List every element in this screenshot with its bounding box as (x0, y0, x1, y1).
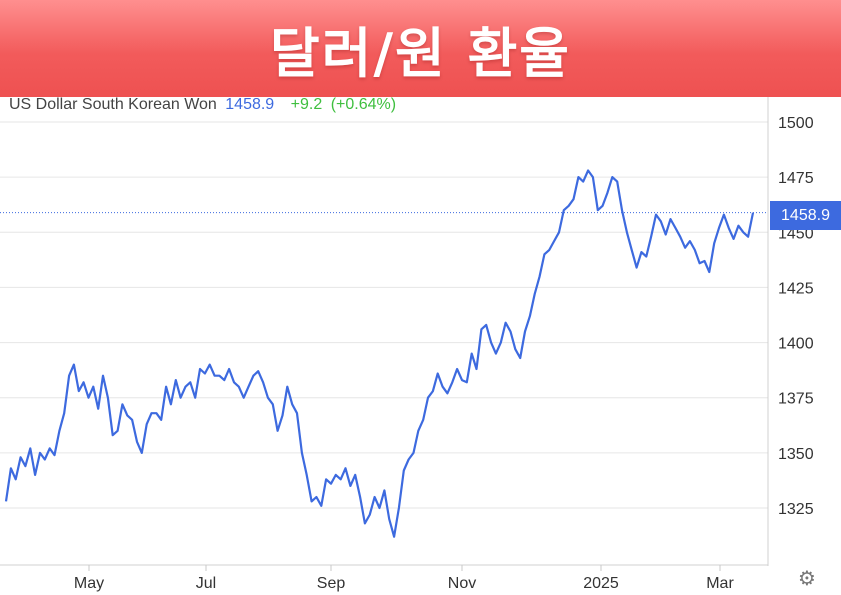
y-tick-label: 1375 (778, 391, 814, 408)
y-tick-label: 1325 (778, 501, 814, 518)
x-tick-label: Mar (706, 575, 734, 592)
last-price-label: 1458.9 (781, 206, 830, 224)
x-tick-label: Jul (196, 575, 216, 592)
instrument-name: US Dollar South Korean Won (9, 96, 217, 113)
x-tick-label: May (74, 575, 104, 592)
chart-title: 달러/원 환율 (270, 22, 571, 85)
x-tick-label: Nov (448, 575, 476, 592)
x-tick-label: 2025 (583, 575, 619, 592)
price-change-percent: (+0.64%) (330, 96, 397, 113)
last-price-badge: 1458.9 (770, 201, 841, 230)
y-tick-label: 1475 (778, 170, 814, 187)
y-tick-label: 1400 (778, 336, 814, 353)
settings-gear-icon[interactable]: ⚙ (798, 568, 816, 590)
x-tick-label: Sep (317, 575, 346, 592)
series-line (4, 169, 755, 538)
y-tick-label: 1350 (778, 446, 814, 463)
y-tick-label: 1500 (778, 115, 814, 132)
instrument-price: 1458.9 (225, 96, 275, 113)
y-tick-label: 1425 (778, 280, 814, 297)
quote-header: US Dollar South Korean Won 1458.9 +9.2 (… (9, 96, 396, 114)
price-change: +9.2 (290, 96, 323, 113)
title-banner: 달러/원 환율 (0, 0, 841, 97)
